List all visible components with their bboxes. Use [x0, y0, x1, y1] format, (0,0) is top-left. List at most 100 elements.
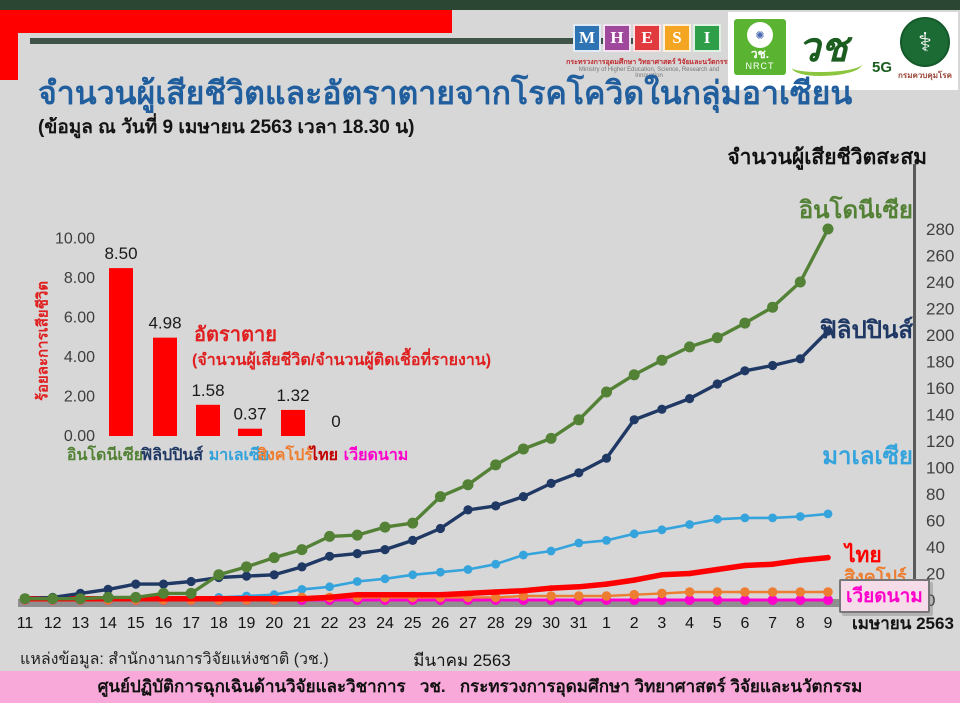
data-point-thailand	[797, 557, 804, 564]
y-tick-label: 20	[926, 565, 945, 584]
data-point-philippines	[352, 549, 362, 559]
data-point-thailand	[465, 590, 471, 597]
y-tick-label: 140	[926, 406, 954, 425]
data-point-philippines	[269, 570, 279, 580]
data-point-indonesia	[102, 591, 114, 603]
data-point-thailand	[603, 581, 610, 587]
series-label-indonesia: อินโดนีเซีย	[798, 197, 913, 224]
x-tick-label: 22	[321, 615, 339, 632]
x-tick-label: 5	[713, 615, 722, 632]
red-corner-block	[0, 10, 18, 80]
x-tick-label: 3	[657, 615, 666, 632]
nrct-abbrev-eng: NRCT	[745, 61, 775, 71]
right-axis-line	[913, 164, 916, 610]
series-label-vietnam: เวียดนาม	[839, 579, 930, 613]
top-green-bar	[0, 0, 960, 10]
data-point-philippines	[103, 584, 113, 595]
data-point-indonesia	[545, 432, 557, 444]
mhesi-eng-caption: Ministry of Higher Education, Science, R…	[578, 67, 720, 79]
data-point-philippines	[685, 394, 695, 404]
data-point-indonesia	[656, 354, 668, 366]
data-point-malaysia	[712, 514, 722, 524]
data-point-philippines	[712, 379, 722, 389]
inset-y-tick-label: 10.00	[55, 231, 95, 248]
data-point-indonesia	[296, 544, 308, 556]
bar-4	[281, 409, 305, 436]
x-tick-label: 21	[293, 615, 311, 632]
data-point-thailand	[825, 554, 831, 561]
data-point-malaysia	[823, 509, 833, 519]
data-point-indonesia	[185, 587, 197, 599]
data-point-malaysia	[602, 536, 611, 545]
bar-category-label: ไทย	[308, 445, 338, 464]
source-note: แหล่งข้อมูล: สำนักงานการวิจัยแห่งชาติ (ว…	[20, 651, 329, 668]
x-tick-label: 4	[685, 615, 694, 632]
data-point-indonesia	[158, 587, 169, 599]
month-label-march: มีนาคม 2563	[413, 651, 511, 670]
data-point-indonesia	[490, 459, 502, 471]
bar-value-label: 1.58	[191, 381, 224, 400]
data-point-indonesia	[794, 276, 806, 288]
data-point-philippines	[408, 535, 418, 546]
data-point-indonesia	[351, 529, 363, 541]
x-tick-label: 8	[796, 615, 805, 632]
data-point-thailand	[326, 594, 333, 601]
data-point-singapore	[740, 587, 750, 597]
data-point-philippines	[297, 562, 307, 572]
data-point-indonesia	[130, 591, 142, 603]
data-point-malaysia	[463, 565, 473, 574]
x-tick-label: 25	[404, 615, 422, 632]
bar-category-label: อินโดนีเซีย	[67, 444, 144, 464]
inset-y-tick-label: 6.00	[64, 310, 95, 327]
bar-category-label: สิงคโปร์	[257, 444, 313, 464]
data-point-malaysia	[436, 567, 445, 577]
fiveg-logo-text: วช	[798, 26, 848, 70]
nrct-logo: ✺ วช. NRCT	[734, 19, 786, 75]
data-point-thailand	[216, 595, 222, 602]
data-point-philippines	[601, 453, 612, 463]
x-tick-label: 30	[542, 615, 560, 632]
bar-value-label: 8.50	[104, 244, 137, 263]
swoosh-icon	[792, 56, 862, 76]
x-tick-label: 15	[127, 615, 145, 632]
nrct-5g-logo: วช 5G	[792, 22, 896, 80]
y-tick-label: 80	[926, 485, 945, 504]
inset-y-tick-label: 4.00	[64, 349, 95, 366]
data-point-malaysia	[629, 529, 639, 539]
data-point-thailand	[714, 566, 721, 573]
data-point-malaysia	[574, 538, 584, 548]
data-point-vietnam	[823, 595, 833, 605]
data-point-philippines	[629, 415, 639, 425]
data-point-philippines	[158, 579, 169, 589]
data-point-singapore	[546, 591, 556, 601]
data-point-thailand	[299, 595, 305, 602]
data-point-philippines	[463, 505, 473, 515]
data-point-malaysia	[519, 550, 528, 560]
y-tick-label: 60	[926, 512, 945, 531]
mhesi-letter-s: S	[663, 24, 691, 52]
data-point-indonesia	[434, 491, 446, 503]
data-point-malaysia	[408, 570, 418, 580]
data-point-singapore	[601, 591, 612, 601]
ddc-logo: ⚕ กรมควบคุมโรค	[890, 17, 960, 82]
inset-y-tick-label: 0.00	[64, 428, 95, 445]
x-tick-label: 14	[99, 615, 117, 632]
data-point-philippines	[768, 360, 778, 371]
x-tick-label: 19	[238, 615, 256, 632]
red-banner	[0, 10, 452, 33]
data-point-malaysia	[657, 525, 667, 535]
data-point-philippines	[518, 492, 529, 502]
data-point-indonesia	[573, 414, 585, 426]
data-point-indonesia	[379, 521, 391, 533]
data-point-indonesia	[822, 223, 834, 235]
bar-category-label: เวียดนาม	[344, 445, 409, 464]
x-tick-label: 13	[71, 615, 89, 632]
bar-category-label: ฟิลิปปินส์	[140, 445, 203, 464]
bar-1	[153, 337, 177, 436]
line-series-thailand	[22, 554, 831, 602]
data-point-malaysia	[491, 559, 501, 569]
data-point-philippines	[823, 326, 833, 336]
bar-value-label: 1.32	[276, 386, 309, 405]
data-point-vietnam	[739, 595, 750, 605]
